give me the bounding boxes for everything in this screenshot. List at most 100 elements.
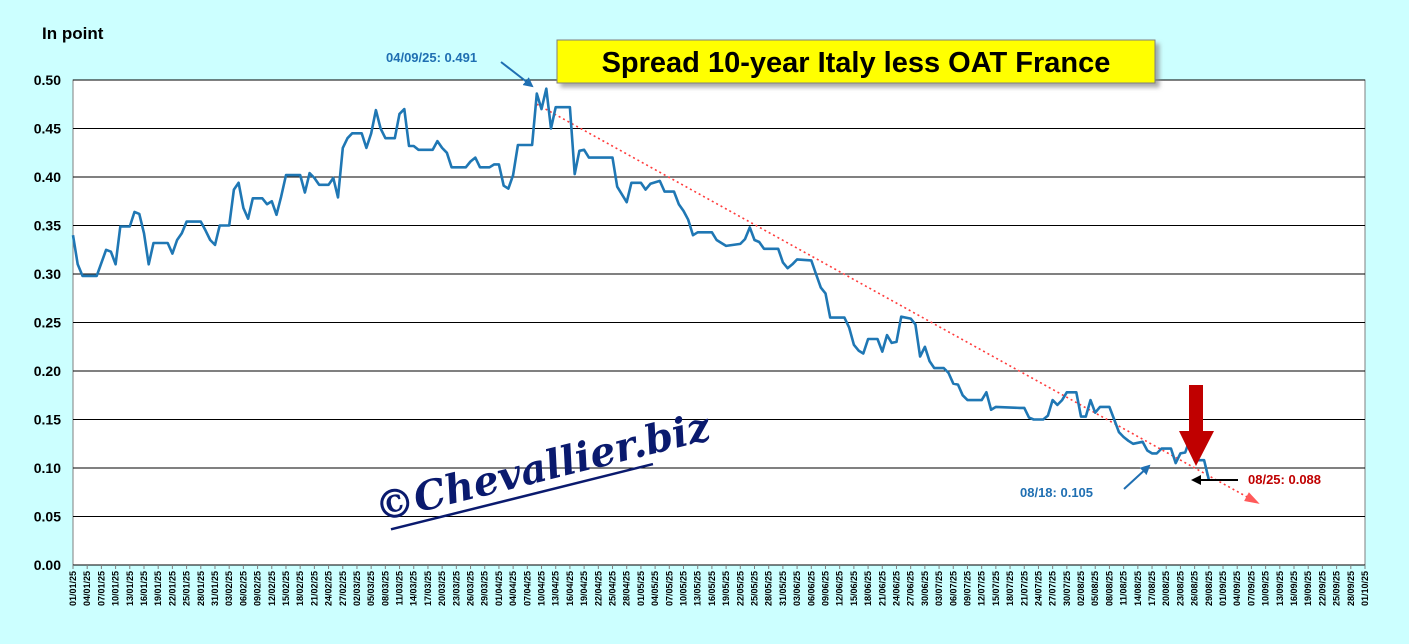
x-tick-label: 19/04/25 [579,571,589,606]
x-tick-label: 15/02/25 [281,571,291,606]
y-tick-label: 0.15 [34,412,61,428]
x-tick-label: 17/08/25 [1147,571,1157,606]
latest-value-red-arrow [1179,385,1214,466]
x-tick-label: 09/02/25 [253,571,263,606]
y-axis-unit-label: In point [42,24,104,43]
x-tick-label: 04/05/25 [650,571,660,606]
gridlines [73,79,1365,566]
x-tick-label: 22/05/25 [735,571,745,606]
x-tick-label: 20/03/25 [437,571,447,606]
x-tick-label: 05/08/25 [1090,571,1100,606]
x-tick-label: 01/04/25 [494,571,504,606]
x-tick-label: 10/05/25 [679,571,689,606]
trendline-arrowhead [1244,492,1260,504]
x-tick-label: 01/10/25 [1360,571,1370,606]
x-tick-label: 15/06/25 [849,571,859,606]
x-tick-label: 08/08/25 [1104,571,1114,606]
annotation-0818-arrow [1123,464,1151,490]
x-tick-label: 11/08/25 [1119,571,1129,606]
annotation-0825: 08/25: 0.088 [1248,472,1321,487]
y-tick-label: 0.10 [34,460,61,476]
x-tick-label: 22/04/25 [593,571,603,606]
x-tick-label: 11/03/25 [395,571,405,606]
x-tick-label: 18/07/25 [1005,571,1015,606]
x-tick-label: 25/09/25 [1332,571,1342,606]
annotation-0818: 08/18: 0.105 [1020,485,1093,500]
x-tick-label: 19/01/25 [153,571,163,606]
x-tick-label: 24/07/25 [1033,571,1043,606]
x-tick-label: 10/09/25 [1261,571,1271,606]
x-tick-label: 18/02/25 [295,571,305,606]
x-tick-label: 23/03/25 [451,571,461,606]
y-tick-label: 0.45 [34,121,61,137]
x-tick-label: 16/01/25 [139,571,149,606]
x-tick-label: 04/09/25 [1232,571,1242,606]
x-tick-label: 16/09/25 [1289,571,1299,606]
x-tick-label: 21/06/25 [877,571,887,606]
x-tick-label: 10/01/25 [111,571,121,606]
spread-series-line [71,87,1211,480]
x-tick-label: 13/01/25 [125,571,135,606]
x-axis-ticks: 01/01/25 04/01/25 07/01/25 10/01/25 13/01/25… [68,565,1370,606]
x-tick-label: 03/06/25 [792,571,802,606]
x-tick-label: 12/02/25 [267,571,277,606]
annotation-peak: 04/09/25: 0.491 [386,50,477,65]
x-tick-label: 27/06/25 [906,571,916,606]
chart-title-box [556,39,1156,84]
chart-title: Spread 10-year Italy less OAT France [602,47,1111,79]
trendline [536,103,1257,503]
x-tick-label: 21/07/25 [1019,571,1029,606]
x-tick-label: 03/02/25 [224,571,234,606]
x-tick-label: 30/07/25 [1062,571,1072,606]
x-tick-label: 07/09/25 [1246,571,1256,606]
x-tick-label: 09/06/25 [820,571,830,606]
x-tick-label: 21/02/25 [309,571,319,606]
x-tick-label: 20/08/25 [1161,571,1171,606]
x-tick-label: 24/02/25 [324,571,334,606]
x-tick-label: 14/08/25 [1133,571,1143,606]
x-tick-label: 25/01/25 [182,571,192,606]
x-tick-label: 14/03/25 [409,571,419,606]
x-tick-label: 19/09/25 [1303,571,1313,606]
x-tick-label: 07/05/25 [664,571,674,606]
x-tick-label: 25/04/25 [608,571,618,606]
x-tick-label: 10/04/25 [537,571,547,606]
x-tick-label: 02/08/25 [1076,571,1086,606]
x-tick-label: 09/07/25 [962,571,972,606]
x-tick-label: 04/01/25 [82,571,92,606]
x-tick-label: 28/01/25 [196,571,206,606]
x-tick-label: 01/05/25 [636,571,646,606]
x-tick-label: 01/09/25 [1218,571,1228,606]
x-tick-label: 31/01/25 [210,571,220,606]
x-tick-label: 04/04/25 [508,571,518,606]
x-tick-label: 26/08/25 [1190,571,1200,606]
x-tick-label: 28/05/25 [764,571,774,606]
x-tick-label: 31/05/25 [778,571,788,606]
x-tick-label: 06/02/25 [238,571,248,606]
annotation-peak-arrow [500,61,534,88]
x-tick-label: 27/02/25 [338,571,348,606]
x-tick-label: 06/07/25 [948,571,958,606]
x-tick-label: 16/04/25 [565,571,575,606]
x-tick-label: 13/05/25 [693,571,703,606]
x-tick-label: 29/03/25 [480,571,490,606]
y-tick-label: 0.35 [34,218,61,234]
x-tick-label: 18/06/25 [863,571,873,606]
x-tick-label: 08/03/25 [380,571,390,606]
x-tick-label: 19/05/25 [721,571,731,606]
x-tick-label: 17/03/25 [423,571,433,606]
y-tick-label: 0.40 [34,169,61,185]
y-tick-label: 0.30 [34,266,61,282]
x-tick-label: 13/09/25 [1275,571,1285,606]
x-tick-label: 28/09/25 [1346,571,1356,606]
x-tick-label: 25/05/25 [749,571,759,606]
x-tick-label: 22/01/25 [167,571,177,606]
x-tick-label: 07/01/25 [96,571,106,606]
x-tick-label: 06/06/25 [806,571,816,606]
x-tick-label: 12/06/25 [835,571,845,606]
x-tick-label: 30/06/25 [920,571,930,606]
x-tick-label: 05/03/25 [366,571,376,606]
y-tick-label: 0.00 [34,557,61,573]
y-tick-label: 0.20 [34,363,61,379]
y-axis-ticks: 0.00 0.05 0.10 0.15 0.20 0.25 0.30 0.35 0.40 0.45… [34,72,61,573]
